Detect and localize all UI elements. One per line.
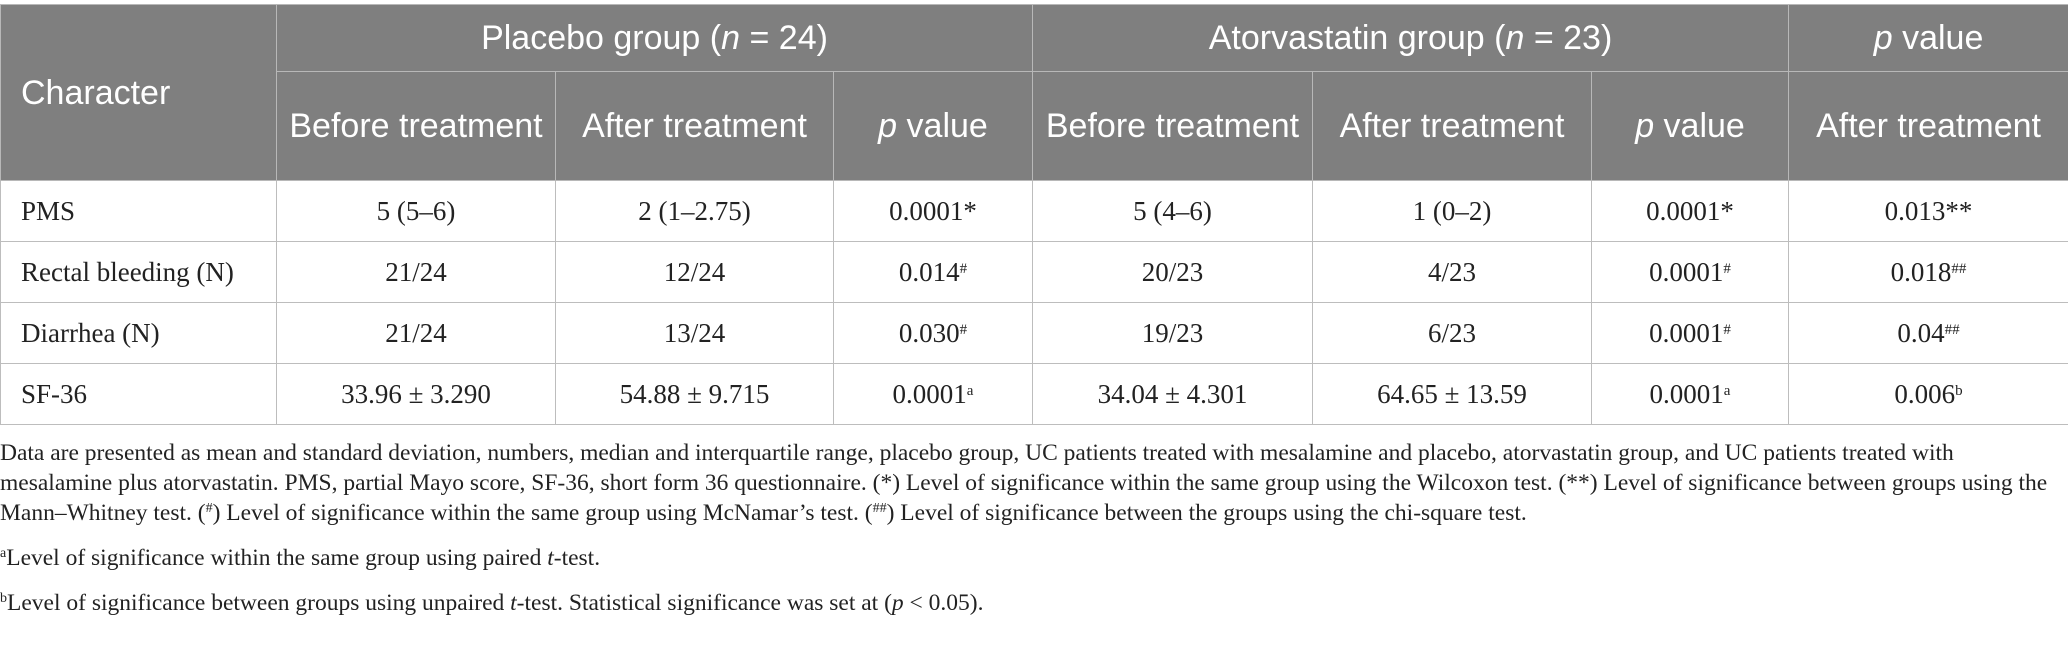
row-label: PMS (0, 180, 277, 242)
footnote-b: bLevel of significance between groups us… (0, 590, 984, 616)
table-cell: 19/23 (1032, 302, 1313, 364)
table-cell: 34.04 ± 4.301 (1032, 363, 1313, 425)
table-cell: 0.006b (1788, 363, 2068, 425)
table-cell: 0.0001# (1590, 302, 1790, 364)
header-between-p-value: p value (1788, 4, 2068, 72)
row-label: Diarrhea (N) (0, 302, 277, 364)
header-row-1: Character Placebo group (n = 24) Atorvas… (0, 4, 2068, 181)
table-cell: 20/23 (1032, 241, 1313, 303)
header-placebo-group: Placebo group (n = 24) (276, 4, 1033, 72)
table-row: Rectal bleeding (N) 21/24 12/24 0.014# 2… (0, 241, 2068, 303)
header-row-2: Before treatment After treatment p value… (1, 71, 2068, 181)
table-row: SF-36 33.96 ± 3.290 54.88 ± 9.715 0.0001… (0, 363, 2068, 425)
footnote-a: aLevel of significance within the same g… (0, 545, 601, 571)
table-cell: 1 (0–2) (1312, 180, 1592, 242)
header-placebo-p-value: p value (833, 71, 1033, 181)
table-cell: 0.030# (833, 302, 1033, 364)
table-cell: 64.65 ± 13.59 (1312, 363, 1592, 425)
table-cell: 12/24 (555, 241, 834, 303)
table-cell: 13/24 (555, 302, 834, 364)
table-cell: 33.96 ± 3.290 (276, 363, 556, 425)
row-label: Rectal bleeding (N) (0, 241, 277, 303)
header-atorvastatin-after: After treatment (1312, 71, 1592, 181)
table-cell: 5 (5–6) (276, 180, 556, 242)
header-between-after: After treatment (1788, 71, 2068, 181)
table-cell: 4/23 (1312, 241, 1592, 303)
table-cell: 0.018## (1788, 241, 2068, 303)
header-placebo-after: After treatment (555, 71, 834, 181)
table-cell: 6/23 (1312, 302, 1592, 364)
table-cell: 0.014# (833, 241, 1033, 303)
table-cell: 0.0001a (833, 363, 1033, 425)
header-atorvastatin-before: Before treatment (1032, 71, 1313, 181)
header-placebo-before: Before treatment (276, 71, 556, 181)
header-atorvastatin-group: Atorvastatin group (n = 23) (1031, 4, 1790, 72)
table-cell: 21/24 (276, 302, 556, 364)
table-cell: 0.0001# (1590, 241, 1790, 303)
footnote-main: Data are presented as mean and standard … (0, 440, 2048, 526)
header-character: Character (0, 4, 277, 181)
table-row: PMS 5 (5–6) 2 (1–2.75) 0.0001* 5 (4–6) 1… (0, 180, 2068, 242)
header-atorvastatin-p-value: p value (1590, 71, 1790, 181)
table-cell: 0.04## (1788, 302, 2068, 364)
table-cell: 5 (4–6) (1032, 180, 1313, 242)
table-row: Diarrhea (N) 21/24 13/24 0.030# 19/23 6/… (0, 302, 2068, 364)
table-cell: 21/24 (276, 241, 556, 303)
table-cell: 0.0001* (1590, 180, 1790, 242)
table-cell: 0.0001a (1590, 363, 1790, 425)
table-cell: 2 (1–2.75) (555, 180, 834, 242)
row-label: SF-36 (0, 363, 277, 425)
table-cell: 0.013** (1788, 180, 2068, 242)
table-cell: 54.88 ± 9.715 (555, 363, 834, 425)
table-footnotes: Data are presented as mean and standard … (0, 438, 2068, 618)
results-table: Character Placebo group (n = 24) Atorvas… (0, 4, 2068, 425)
table-cell: 0.0001* (833, 180, 1033, 242)
